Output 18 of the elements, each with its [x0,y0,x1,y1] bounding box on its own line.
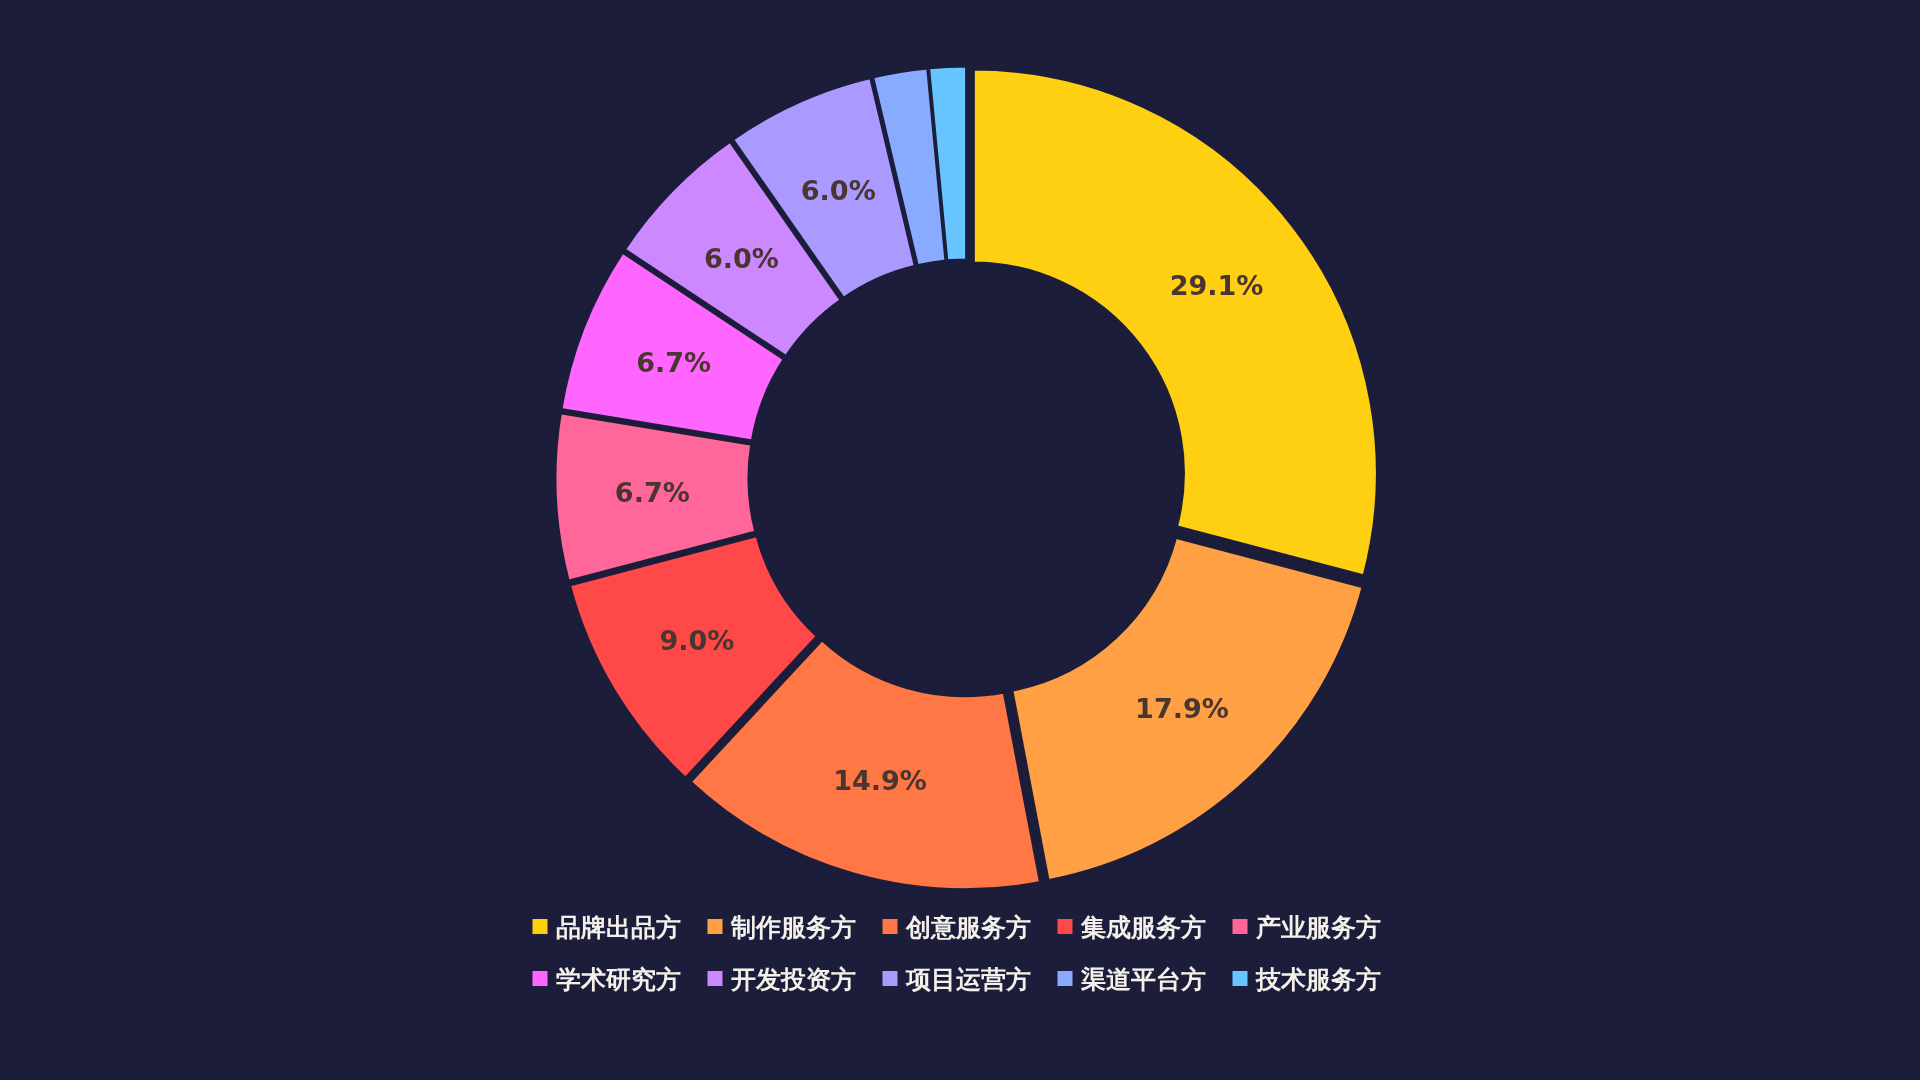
data-label: 17.9% [1135,692,1229,724]
data-label: 29.1% [1169,270,1264,302]
legend-label: 技术服务方 [1254,964,1381,994]
data-label: 6.0% [800,174,876,206]
data-label: 6.7% [614,477,690,509]
legend-label: 渠道平台方 [1079,964,1206,994]
legend-label: 集成服务方 [1079,912,1206,942]
data-label: 9.0% [659,624,735,656]
legend-label: 品牌出品方 [555,912,681,942]
legend-label: 产业服务方 [1254,912,1381,942]
data-label: 6.7% [636,347,712,379]
legend-label: 创意服务方 [904,912,1031,942]
data-label: 6.0% [704,242,779,274]
legend-label: 开发投资方 [729,964,856,994]
data-label: 14.9% [833,765,927,797]
legend-label: 项目运营方 [904,964,1031,994]
legend-label: 制作服务方 [729,912,856,942]
legend-label: 学术研究方 [555,964,681,994]
